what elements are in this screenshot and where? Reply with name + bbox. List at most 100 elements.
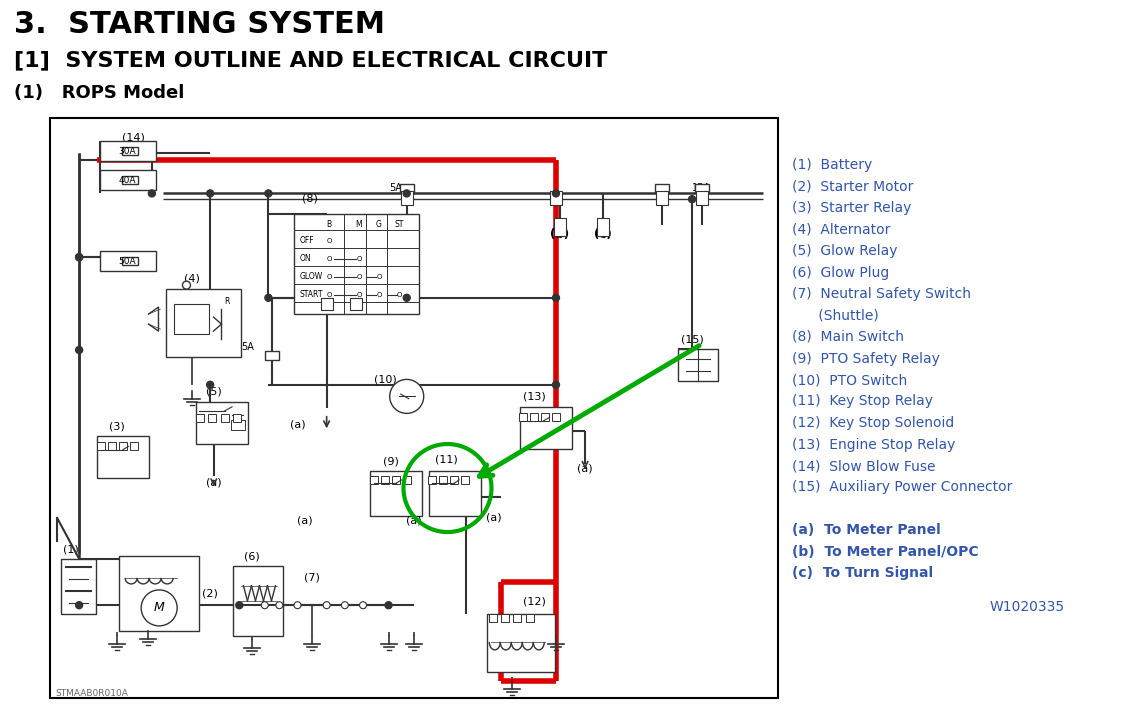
Bar: [100, 141, 155, 161]
Circle shape: [294, 602, 301, 609]
Text: M: M: [355, 220, 362, 228]
Bar: [489, 614, 497, 622]
Circle shape: [264, 190, 272, 197]
Bar: [530, 413, 538, 421]
Text: (3)  Starter Relay: (3) Starter Relay: [792, 201, 911, 215]
Bar: [230, 419, 244, 429]
Circle shape: [389, 380, 423, 414]
Text: W1020335: W1020335: [990, 600, 1065, 614]
Circle shape: [689, 196, 696, 202]
Bar: [100, 252, 155, 271]
Circle shape: [76, 602, 83, 609]
Bar: [50, 118, 777, 698]
Bar: [401, 190, 413, 205]
Circle shape: [403, 190, 410, 197]
Text: (8): (8): [302, 194, 318, 204]
Bar: [403, 476, 411, 484]
Circle shape: [276, 602, 283, 609]
Text: GLOW: GLOW: [300, 272, 323, 281]
Circle shape: [76, 346, 83, 354]
Bar: [429, 471, 480, 515]
Text: (6): (6): [244, 552, 260, 562]
Circle shape: [403, 294, 410, 301]
Text: (14): (14): [123, 132, 145, 142]
Circle shape: [149, 190, 155, 197]
Bar: [129, 442, 137, 450]
Circle shape: [141, 590, 177, 626]
Text: (12)  Key Stop Solenoid: (12) Key Stop Solenoid: [792, 416, 955, 430]
Bar: [119, 442, 127, 450]
Bar: [451, 476, 459, 484]
Text: O: O: [356, 291, 362, 298]
Circle shape: [323, 602, 330, 609]
Text: O: O: [356, 256, 362, 262]
Text: O: O: [326, 256, 331, 262]
Bar: [98, 436, 150, 478]
Circle shape: [236, 602, 243, 609]
Bar: [696, 190, 707, 205]
Text: B: B: [327, 220, 331, 228]
Bar: [61, 559, 96, 614]
Text: (7): (7): [304, 572, 320, 582]
Bar: [439, 476, 447, 484]
Text: (10): (10): [375, 375, 397, 385]
Text: (13)  Engine Stop Relay: (13) Engine Stop Relay: [792, 437, 956, 451]
Text: 40A: 40A: [119, 176, 136, 184]
Text: (b)  To Meter Panel/OPC: (b) To Meter Panel/OPC: [792, 545, 978, 559]
Text: (11)  Key Stop Relay: (11) Key Stop Relay: [792, 395, 933, 408]
Circle shape: [360, 602, 367, 609]
Text: (a): (a): [578, 463, 592, 474]
Text: (a): (a): [297, 516, 312, 526]
Bar: [121, 257, 137, 265]
Text: (4): (4): [184, 273, 200, 283]
Text: O: O: [376, 291, 381, 298]
Text: O: O: [326, 274, 331, 280]
Circle shape: [207, 381, 213, 388]
Bar: [119, 556, 199, 631]
Bar: [513, 614, 521, 622]
Bar: [370, 476, 378, 484]
Bar: [428, 476, 436, 484]
Bar: [175, 304, 210, 334]
Bar: [541, 413, 549, 421]
Text: O: O: [326, 238, 331, 244]
Text: M: M: [153, 602, 165, 615]
Circle shape: [342, 602, 348, 609]
Text: (9)  PTO Safety Relay: (9) PTO Safety Relay: [792, 351, 940, 366]
Text: O: O: [396, 291, 402, 298]
Text: [1]  SYSTEM OUTLINE AND ELECTRICAL CIRCUIT: [1] SYSTEM OUTLINE AND ELECTRICAL CIRCUI…: [14, 50, 607, 70]
Text: 5A: 5A: [242, 342, 254, 352]
Text: ON: ON: [300, 254, 311, 263]
Bar: [695, 184, 708, 193]
Bar: [370, 471, 422, 515]
Text: (1): (1): [62, 545, 78, 555]
Text: O: O: [326, 291, 331, 298]
Text: (1)   ROPS Model: (1) ROPS Model: [14, 84, 184, 102]
Circle shape: [76, 254, 83, 261]
Text: (5)  Glow Relay: (5) Glow Relay: [792, 244, 898, 258]
Bar: [554, 218, 565, 236]
Bar: [167, 289, 242, 357]
Bar: [392, 476, 400, 484]
Bar: [294, 214, 419, 314]
Circle shape: [385, 602, 392, 609]
Bar: [108, 442, 116, 450]
Text: (10)  PTO Switch: (10) PTO Switch: [792, 373, 907, 387]
Bar: [195, 402, 247, 444]
Bar: [656, 190, 667, 205]
Bar: [121, 147, 137, 155]
Text: (11): (11): [436, 455, 459, 465]
Bar: [96, 442, 104, 450]
Text: (3): (3): [109, 422, 125, 431]
Bar: [266, 351, 279, 360]
Text: (6)  Glow Plug: (6) Glow Plug: [792, 265, 889, 280]
Text: (15)  Auxiliary Power Connector: (15) Auxiliary Power Connector: [792, 481, 1012, 495]
Text: (Shuttle): (Shuttle): [792, 309, 878, 322]
Circle shape: [553, 190, 560, 197]
Bar: [655, 184, 669, 193]
Text: 50A: 50A: [119, 257, 136, 266]
Text: (a): (a): [289, 419, 305, 429]
Text: ST: ST: [394, 220, 404, 228]
Text: 15A: 15A: [692, 183, 711, 193]
Text: 30A: 30A: [119, 147, 136, 155]
